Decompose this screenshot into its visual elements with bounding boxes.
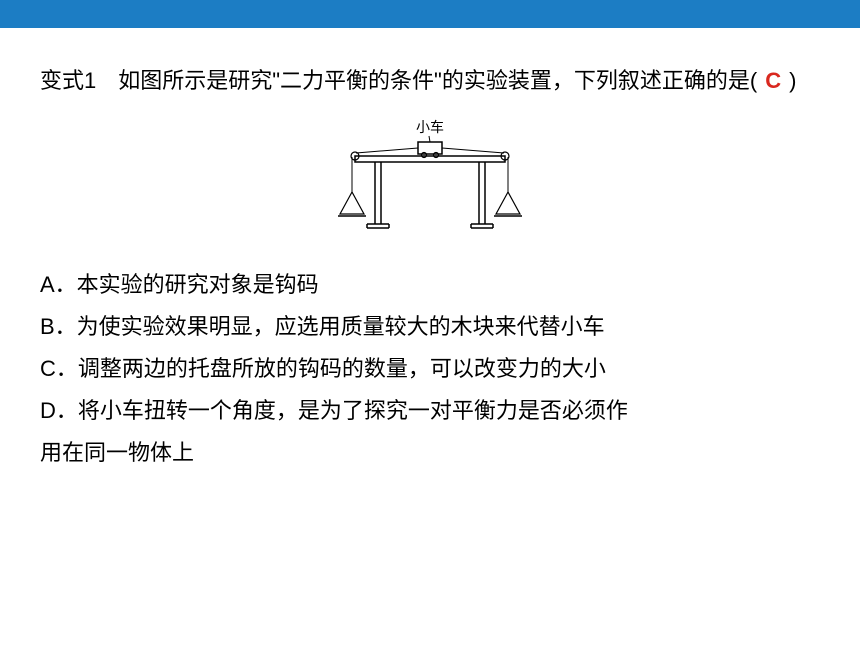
pan-right [496, 192, 520, 214]
string-left-horiz [356, 148, 418, 153]
option-d-line2: 用在同一物体上 [40, 432, 820, 474]
label-pointer [429, 136, 430, 142]
question-block: 变式1 如图所示是研究"二力平衡的条件"的实验装置，下列叙述正确的是(C) [40, 60, 820, 102]
experiment-diagram: 小车 [315, 114, 545, 244]
question-suffix: ) [789, 68, 796, 93]
diagram-container: 小车 [40, 114, 820, 244]
top-accent-bar [0, 0, 860, 28]
cart-label: 小车 [416, 119, 444, 136]
answer-letter: C [757, 68, 789, 93]
option-b: B．为使实验效果明显，应选用质量较大的木块来代替小车 [40, 306, 820, 348]
table-top [355, 156, 505, 162]
question-prefix: 变式1 如图所示是研究"二力平衡的条件"的实验装置，下列叙述正确的是( [40, 68, 757, 93]
cart-body [418, 142, 442, 154]
option-a: A．本实验的研究对象是钩码 [40, 264, 820, 306]
options-block: A．本实验的研究对象是钩码 B．为使实验效果明显，应选用质量较大的木块来代替小车… [40, 264, 820, 474]
pan-left [340, 192, 364, 214]
content-area: 变式1 如图所示是研究"二力平衡的条件"的实验装置，下列叙述正确的是(C) 小车 [0, 28, 860, 494]
option-c: C．调整两边的托盘所放的钩码的数量，可以改变力的大小 [40, 348, 820, 390]
option-d-line1: D．将小车扭转一个角度，是为了探究一对平衡力是否必须作 [40, 390, 820, 432]
string-right-horiz [442, 148, 504, 153]
